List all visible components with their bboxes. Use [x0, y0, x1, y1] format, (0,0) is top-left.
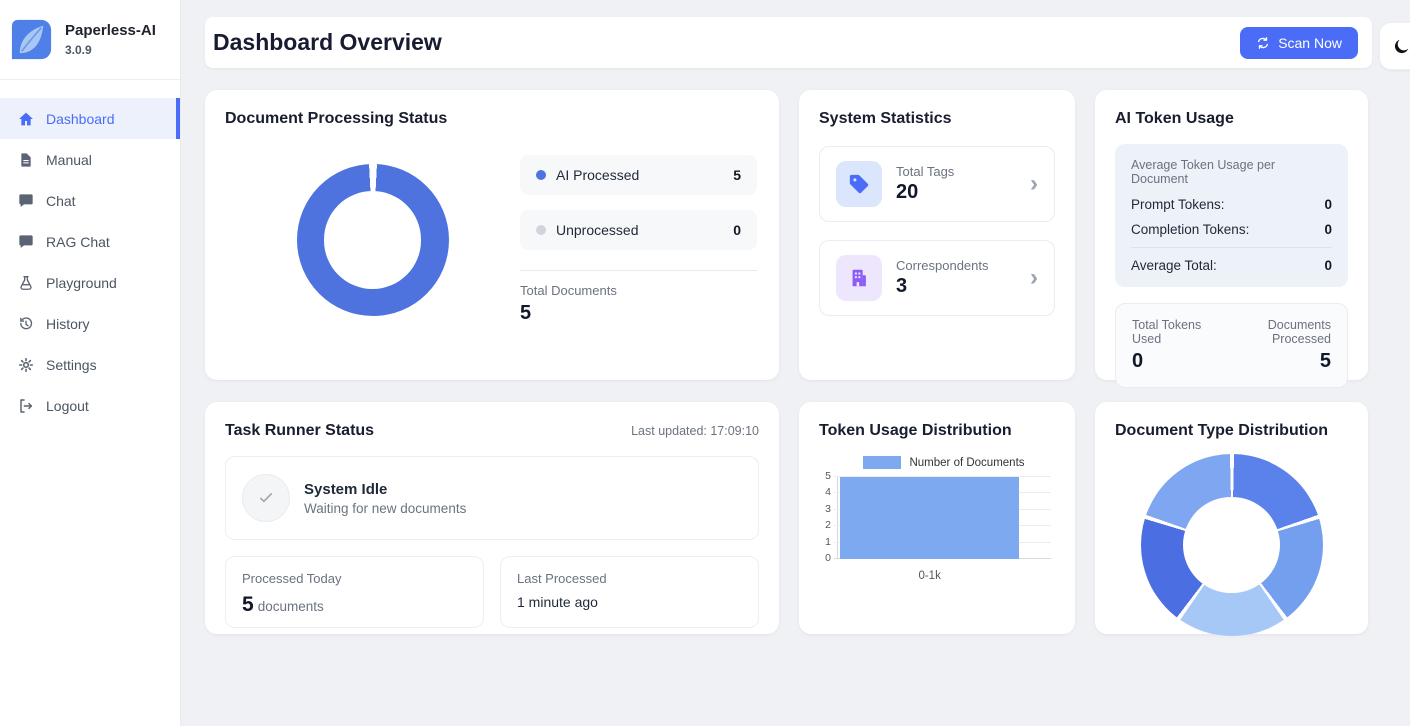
- chat-icon: [19, 234, 33, 248]
- check-icon: [259, 493, 273, 503]
- scan-now-label: Scan Now: [1278, 34, 1342, 51]
- paperless-ai-logo-icon: [11, 19, 52, 60]
- app-version: 3.0.9: [65, 42, 92, 57]
- sidebar-item-history[interactable]: History: [0, 303, 180, 344]
- card-token-usage-distribution: Token Usage Distribution Number of Docum…: [799, 402, 1075, 634]
- main-content: Dashboard Overview Scan Now Document Pro…: [181, 0, 1410, 726]
- last-updated-text: Last updated: 17:09:10: [631, 424, 759, 438]
- document-type-donut-chart: [1140, 454, 1323, 636]
- app-name: Paperless-AI: [65, 22, 156, 40]
- logout-icon: [20, 398, 33, 413]
- building-icon: [852, 269, 866, 287]
- processed-today-box: Processed Today 5 documents: [225, 556, 484, 628]
- topbar: Dashboard Overview Scan Now: [205, 17, 1410, 70]
- card-title: Document Type Distribution: [1115, 422, 1329, 439]
- legend-dot: [536, 170, 546, 180]
- history-icon: [20, 316, 33, 329]
- document-icon: [21, 152, 31, 167]
- sidebar-item-settings[interactable]: Settings: [0, 344, 180, 385]
- scan-now-button[interactable]: Scan Now: [1240, 26, 1358, 59]
- divider: [520, 270, 757, 271]
- sidebar-item-label: Logout: [46, 397, 89, 414]
- system-idle-status: System Idle Waiting for new documents: [225, 456, 759, 540]
- gear-icon: [18, 357, 34, 372]
- average-token-usage-panel: Average Token Usage per Document Prompt …: [1115, 144, 1348, 287]
- divider: [1131, 247, 1332, 248]
- last-processed-box: Last Processed 1 minute ago: [500, 556, 759, 628]
- sidebar-item-label: RAG Chat: [46, 233, 110, 250]
- bar-0-1k: [840, 477, 1020, 559]
- token-totals-panel: Total Tokens Used 0 Documents Processed …: [1115, 303, 1348, 388]
- chevron-right-icon: ›: [1030, 264, 1038, 291]
- stat-row-correspondents[interactable]: Correspondents 3 ›: [819, 240, 1055, 316]
- header-bar: Dashboard Overview Scan Now: [205, 17, 1372, 68]
- sidebar-item-dashboard[interactable]: Dashboard: [0, 98, 180, 139]
- card-document-processing-status: Document Processing Status AI Processed …: [205, 90, 779, 380]
- prompt-tokens-row: Prompt Tokens: 0: [1131, 197, 1332, 212]
- sidebar-item-manual[interactable]: Manual: [0, 139, 180, 180]
- dashboard-grid: Document Processing Status AI Processed …: [205, 90, 1368, 636]
- refresh-icon: [1258, 36, 1269, 49]
- card-document-type-distribution: Document Type Distribution: [1095, 402, 1368, 636]
- card-task-runner-status: Task Runner Status Last updated: 17:09:1…: [205, 402, 779, 634]
- card-title: System Statistics: [819, 110, 952, 127]
- legend-row-unprocessed: Unprocessed 0: [520, 210, 757, 250]
- legend-dot: [536, 225, 546, 235]
- total-tokens-used: Total Tokens Used 0: [1132, 318, 1202, 372]
- home-icon: [19, 112, 33, 125]
- chat-icon: [19, 193, 33, 207]
- bar-chart-x-tick-label: 0-1k: [918, 570, 941, 582]
- moon-icon: [1394, 39, 1408, 53]
- sidebar-item-label: History: [46, 315, 90, 332]
- completion-tokens-row: Completion Tokens: 0: [1131, 222, 1332, 237]
- processing-donut-chart: [296, 164, 449, 316]
- total-documents-label: Total Documents: [520, 283, 617, 298]
- sidebar-nav: Dashboard Manual Chat RAG Chat Playgroun…: [0, 80, 180, 426]
- flask-icon: [20, 275, 32, 290]
- bar-chart-plot: [834, 476, 1051, 559]
- card-title: Document Processing Status: [225, 110, 448, 127]
- chevron-right-icon: ›: [1030, 170, 1038, 197]
- tag-icon: [849, 174, 869, 194]
- sidebar-item-playground[interactable]: Playground: [0, 262, 180, 303]
- theme-toggle-button[interactable]: [1379, 22, 1410, 70]
- sidebar-item-rag-chat[interactable]: RAG Chat: [0, 221, 180, 262]
- bar-chart-legend-label: Number of Documents: [909, 456, 1025, 469]
- sidebar-item-logout[interactable]: Logout: [0, 385, 180, 426]
- average-total-row: Average Total: 0: [1131, 258, 1332, 273]
- sidebar-item-label: Chat: [46, 192, 76, 209]
- sidebar-header: Paperless-AI 3.0.9: [0, 0, 180, 80]
- stat-row-total-tags[interactable]: Total Tags 20 ›: [819, 146, 1055, 222]
- sidebar-item-label: Manual: [46, 151, 92, 168]
- legend-row-ai-processed: AI Processed 5: [520, 155, 757, 195]
- processing-legend: AI Processed 5 Unprocessed 0 Total Docum…: [520, 155, 759, 325]
- card-system-statistics: System Statistics Total Tags 20 › Corres…: [799, 90, 1075, 380]
- card-title: AI Token Usage: [1115, 110, 1234, 127]
- card-ai-token-usage: AI Token Usage Average Token Usage per D…: [1095, 90, 1368, 388]
- bar-chart-legend-swatch: [863, 456, 902, 469]
- sidebar-item-label: Playground: [46, 274, 117, 291]
- sidebar: Paperless-AI 3.0.9 Dashboard Manual Chat…: [0, 0, 181, 726]
- page-title: Dashboard Overview: [213, 29, 442, 55]
- sidebar-item-label: Dashboard: [46, 110, 115, 127]
- documents-processed: Documents Processed 5: [1267, 318, 1331, 372]
- sidebar-item-label: Settings: [46, 356, 97, 373]
- app-identity: Paperless-AI 3.0.9: [65, 22, 156, 57]
- card-title: Token Usage Distribution: [819, 422, 1012, 439]
- card-title: Task Runner Status: [225, 422, 375, 439]
- sidebar-item-chat[interactable]: Chat: [0, 180, 180, 221]
- total-documents-value: 5: [520, 302, 532, 324]
